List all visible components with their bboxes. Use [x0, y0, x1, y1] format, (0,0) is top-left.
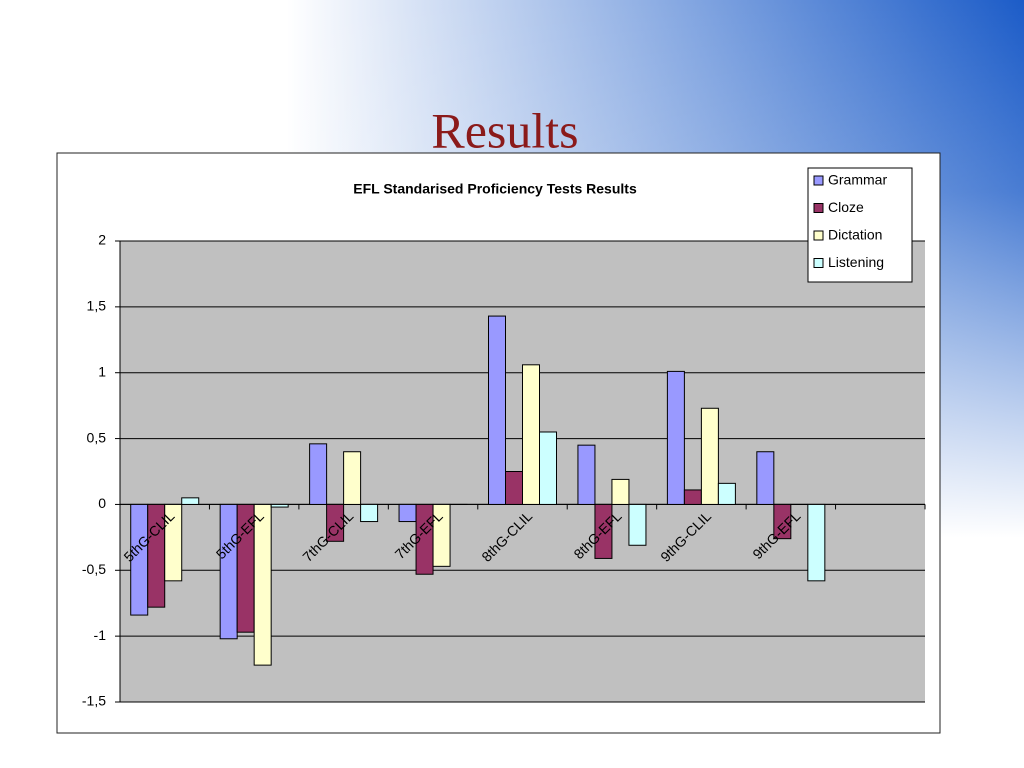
bar: [505, 471, 523, 505]
legend-label: Listening: [828, 254, 884, 270]
y-tick-label: 2: [98, 232, 106, 248]
y-tick-label: -1,5: [82, 693, 106, 709]
y-tick-label: -1: [94, 627, 107, 643]
bar: [611, 478, 630, 505]
y-tick-label: 0,5: [87, 429, 107, 445]
y-tick-label: -0,5: [82, 561, 106, 577]
bar: [219, 503, 238, 640]
bar: [398, 503, 417, 523]
legend-label: Grammar: [828, 172, 887, 188]
legend: [807, 167, 913, 283]
bar: [253, 503, 272, 666]
bar: [309, 443, 328, 505]
bar: [360, 503, 379, 523]
bar: [717, 482, 736, 505]
bar: [270, 503, 289, 508]
bar: [488, 315, 506, 505]
bar: [539, 431, 557, 505]
legend-swatch: [813, 175, 824, 186]
bar: [594, 503, 613, 559]
y-tick-label: 1: [98, 363, 106, 379]
bar: [343, 451, 362, 505]
bar: [700, 407, 719, 505]
legend-label: Cloze: [828, 199, 864, 215]
bar: [326, 503, 345, 542]
y-tick-label: 1,5: [87, 298, 107, 314]
bar: [807, 503, 826, 582]
bar: [164, 503, 183, 582]
legend-swatch: [813, 230, 824, 241]
legend-swatch: [813, 203, 824, 213]
legend-swatch: [813, 258, 824, 268]
bar: [181, 497, 200, 505]
bar: [773, 503, 792, 540]
chart-title: EFL Standarised Proficiency Tests Result…: [353, 181, 637, 197]
bar: [756, 451, 775, 505]
slide-title: Results: [431, 102, 578, 158]
bar: [432, 503, 451, 567]
y-tick-label: 0: [98, 495, 106, 511]
bar: [683, 489, 702, 505]
bar: [666, 370, 685, 505]
bar: [522, 364, 540, 505]
legend-label: Dictation: [828, 227, 882, 243]
bar: [577, 444, 596, 505]
bar: [628, 503, 647, 546]
